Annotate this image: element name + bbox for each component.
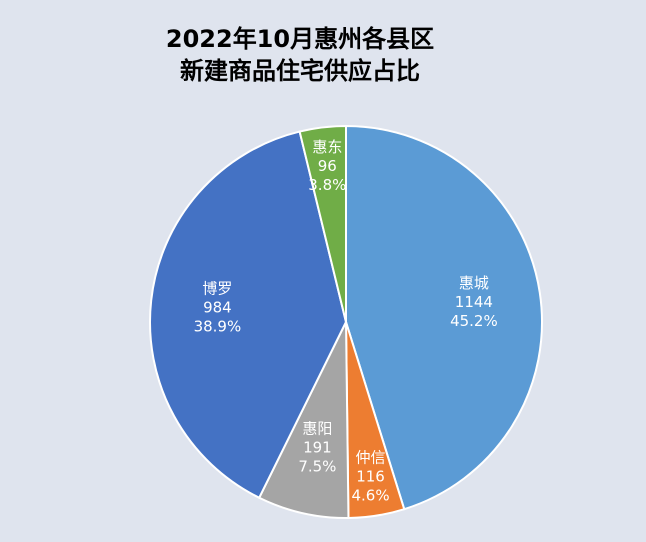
slice-label: 惠东 bbox=[312, 138, 342, 156]
pie-slice bbox=[149, 130, 348, 500]
slice-label: 仲信 bbox=[356, 448, 386, 466]
percent-label: 7.5% bbox=[298, 458, 336, 476]
pie-slice bbox=[345, 124, 543, 511]
value-label: 984 bbox=[203, 298, 232, 316]
pie-slice bbox=[298, 124, 347, 323]
value-label: 191 bbox=[303, 439, 332, 457]
percent-label: 3.8% bbox=[308, 176, 346, 194]
percent-label: 4.6% bbox=[351, 486, 389, 504]
value-label: 116 bbox=[356, 467, 385, 485]
percent-label: 45.2% bbox=[450, 312, 498, 330]
value-label: 96 bbox=[318, 157, 337, 175]
chart-title: 新建商品住宅供应占比 bbox=[180, 57, 420, 85]
slice-label: 博罗 bbox=[202, 279, 232, 297]
slice-label: 惠阳 bbox=[302, 420, 332, 438]
value-label: 1144 bbox=[455, 293, 493, 311]
percent-label: 38.9% bbox=[194, 317, 242, 335]
chart-title: 2022年10月惠州各县区 bbox=[166, 25, 434, 53]
slice-label: 惠城 bbox=[459, 274, 489, 292]
